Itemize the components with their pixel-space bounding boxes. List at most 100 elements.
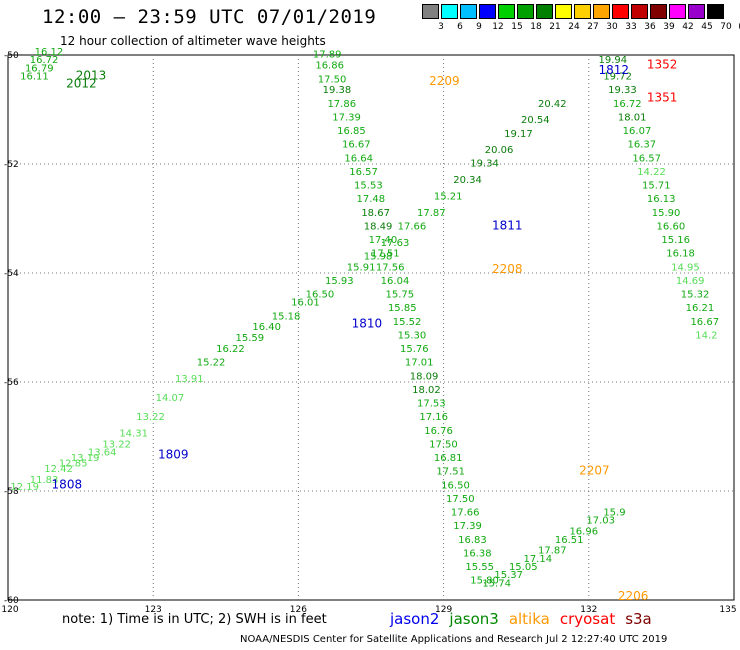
swh-label: 15.90 [652,208,681,219]
cycle-id-label: 2206 [618,589,649,603]
colorbar-tick-label: 70 [720,22,732,32]
swh-label: 15.71 [642,181,671,192]
colorbar-tick-label: 45 [701,22,713,32]
swh-label: 20.06 [485,145,514,156]
colorbar-swatch [422,4,439,19]
swh-label: 16.12 [35,47,64,58]
swh-label: 13.22 [136,412,165,423]
swh-label: 14.2 [695,330,717,341]
page-subtitle: 12 hour collection of altimeter wave hei… [60,34,326,48]
swh-label: 16.86 [315,61,344,72]
colorbar-swatch [669,4,686,19]
cycle-id-label: 1812 [598,63,629,77]
cycle-id-label: 1810 [352,317,383,331]
swh-label: 16.38 [463,548,492,559]
colorbar-swatch [441,4,458,19]
swh-label: 15.53 [354,181,383,192]
swh-label: 15.52 [393,317,422,328]
cycle-id-label: 2207 [579,464,610,478]
colorbar-tick-label: 21 [549,22,561,32]
colorbar-tick-label: 39 [663,22,675,32]
swh-label: 15.05 [509,562,538,573]
lon-tick-label: 129 [435,605,452,615]
lat-tick-label: -58 [4,487,19,497]
swh-label: 15.74 [482,578,511,589]
swh-label: 15.30 [398,330,427,341]
swh-label: 14.95 [671,262,700,273]
colorbar-tick-label: 3 [438,22,444,32]
swh-label: 12.42 [44,464,73,475]
swh-label: 15.59 [235,333,264,344]
swh-label: 18.02 [412,385,441,396]
colorbar-swatch [555,4,572,19]
swh-label: 16.67 [342,140,371,151]
swh-label: 17.87 [417,208,446,219]
swh-label: 17.50 [318,74,347,85]
swh-label: 14.69 [676,276,705,287]
satellite-legend: jason2 jason3 altika cryosat s3a [390,610,662,628]
colorbar-swatch [536,4,553,19]
swh-label: 15.22 [197,358,226,369]
swh-label: 15.32 [681,290,710,301]
swh-label: 12.19 [10,482,39,493]
swh-label: 16.40 [252,322,281,333]
colorbar-tick-label: 42 [682,22,694,32]
swh-label: 14.22 [637,167,666,178]
swh-label: 15.93 [325,276,354,287]
swh-label: 17.39 [332,112,361,123]
swh-label: 15.76 [400,344,429,355]
swh-label: 11.83 [30,475,59,486]
swh-label: 15.16 [661,235,690,246]
colorbar-swatch [650,4,667,19]
lon-tick-label: 126 [290,605,307,615]
colorbar-swatch [460,4,477,19]
lat-tick-label: -60 [4,596,19,606]
colorbar-swatch [631,4,648,19]
swh-label: 18.67 [361,208,390,219]
swh-label: 15.91 [347,262,376,273]
swh-label: 16.83 [458,535,487,546]
swh-label: 15.75 [386,290,415,301]
swh-label: 16.64 [344,153,373,164]
swh-label: 16.04 [381,276,410,287]
swh-label: 16.60 [657,221,686,232]
swh-label: 19.38 [323,85,352,96]
swh-label: 17.40 [369,235,398,246]
cycle-id-label: 1352 [647,58,678,72]
swh-label: 16.07 [623,126,652,137]
swh-label: 16.85 [337,126,366,137]
colorbar-tick-label: (ft) [734,22,740,32]
swh-label: 17.48 [356,194,385,205]
lat-tick-label: -56 [4,378,19,388]
swh-label: 16.96 [569,527,598,538]
cycle-id-label: 1811 [492,218,523,232]
colorbar-tick-label: 36 [644,22,656,32]
swh-label: 16.01 [291,298,320,309]
swh-label: 16.22 [216,344,245,355]
colorbar-swatch [707,4,724,19]
swh-label: 16.13 [647,194,676,205]
swh-label: 13.91 [175,374,204,385]
swh-label: 20.34 [453,175,482,186]
swh-label: 13.19 [71,453,100,464]
swh-label: 16.72 [613,99,642,110]
lon-tick-label: 132 [580,605,597,615]
swh-label: 15.21 [434,191,463,202]
colorbar-swatch [574,4,591,19]
swh-label: 16.57 [632,153,661,164]
swh-label: 18.01 [618,112,647,123]
swh-label: 19.34 [470,159,499,170]
swh-label: 17.63 [381,238,410,249]
colorbar-swatch [498,4,515,19]
swh-label: 13.64 [88,448,117,459]
cycle-id-label: 2013 [76,69,107,83]
legend-item-jason3: jason3 [449,610,499,628]
footer-note: note: 1) Time is in UTC; 2) SWH is in fe… [62,612,327,627]
swh-label: 16.67 [690,317,719,328]
swh-label: 17.51 [371,249,400,260]
swh-label: 15.55 [465,562,494,573]
swh-label: 17.51 [436,467,465,478]
swh-label: 17.39 [453,521,482,532]
legend-item-altika: altika [508,610,550,628]
